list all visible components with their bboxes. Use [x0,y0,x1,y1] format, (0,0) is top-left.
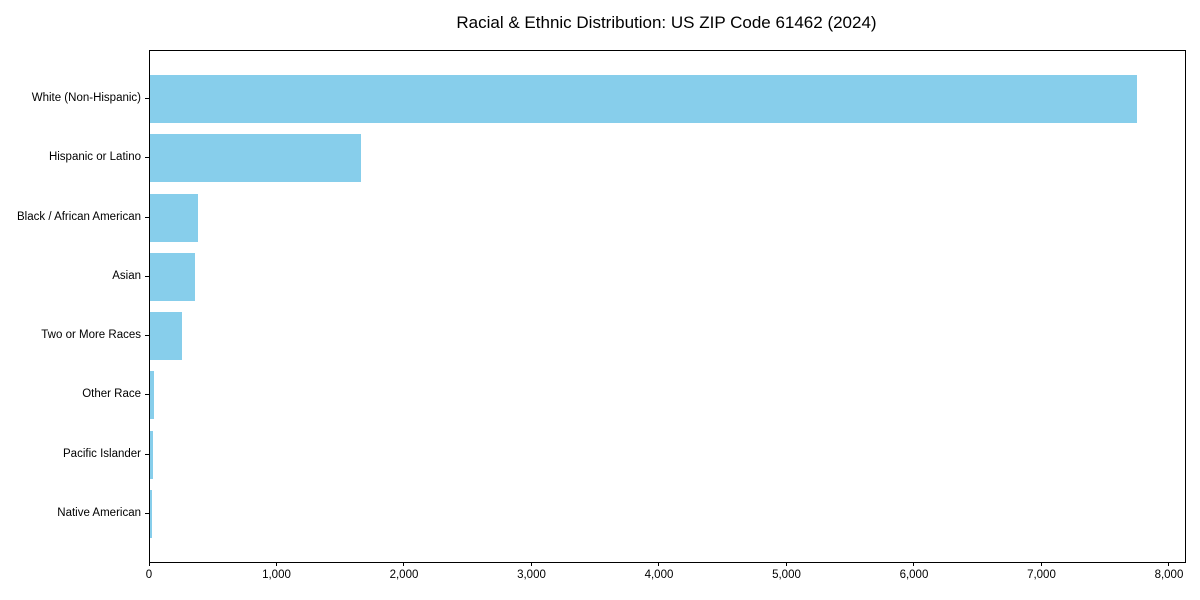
x-tick-label: 6,000 [899,569,929,581]
y-tick-label: White (Non-Hispanic) [31,92,141,104]
y-tick-mark [145,335,149,337]
x-tick-mark [275,562,277,566]
x-tick-mark [148,562,150,566]
x-tick-mark [530,562,532,566]
x-tick-label: 1,000 [262,569,291,581]
x-tick-mark [785,562,787,566]
y-tick-mark [145,394,149,396]
y-tick-label: Black / African American [17,210,141,223]
bar-asian [150,252,196,301]
bar-native-american [150,490,153,538]
x-tick-label: 4,000 [644,569,674,581]
x-tick-label: 3,000 [517,569,546,581]
y-tick-mark [145,157,149,159]
bar-white-non-hispanic- [150,75,1137,123]
x-tick-label: 0 [145,569,153,581]
y-tick-mark [145,513,149,514]
x-tick-label: 8,000 [1154,569,1184,581]
y-tick-label: Native American [57,507,141,519]
y-tick-label: Other Race [82,388,141,401]
chart-title: Racial & Ethnic Distribution: US ZIP Cod… [456,13,877,32]
x-tick-mark [1168,562,1170,566]
bar-two-or-more-races [150,312,182,361]
y-tick-mark [145,216,149,218]
plot-area [149,50,1186,563]
y-tick-mark [145,275,149,277]
x-tick-label: 5,000 [772,569,801,581]
x-tick-label: 7,000 [1027,569,1056,581]
bar-pacific-islander [150,430,154,479]
x-tick-mark [913,562,915,566]
y-tick-mark [145,453,149,455]
y-tick-mark [145,98,149,99]
y-tick-label: Asian [112,269,141,282]
x-tick-mark [403,562,405,566]
x-tick-label: 2,000 [389,569,419,581]
x-tick-mark [658,562,660,566]
bar-hispanic-or-latino [150,134,361,183]
y-tick-label: Pacific Islander [63,447,141,460]
bar-black-african-american [150,193,198,242]
x-tick-mark [1040,562,1042,566]
bar-other-race [150,371,154,420]
y-tick-label: Hispanic or Latino [48,151,141,164]
y-tick-label: Two or More Races [41,329,141,342]
